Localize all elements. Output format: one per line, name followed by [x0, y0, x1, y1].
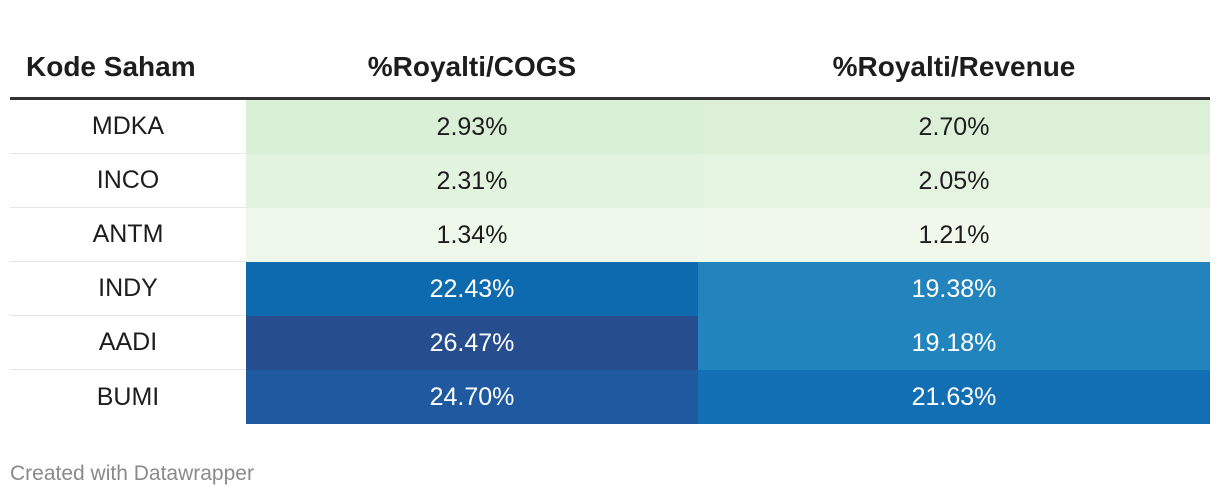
table-row: ANTM 1.34% 1.21% — [10, 208, 1210, 262]
cell-kode-saham: ANTM — [10, 208, 246, 262]
header-kode-saham: Kode Saham — [26, 50, 196, 82]
table-body: MDKA 2.93% 2.70% INCO 2.31% 2.05% ANTM 1.34% 1.2… — [10, 100, 1210, 424]
cell-royalti-cogs: 2.93% — [246, 100, 698, 154]
cell-royalti-revenue: 1.21% — [698, 208, 1210, 262]
cell-kode-saham: AADI — [10, 316, 246, 370]
table-row: AADI 26.47% 19.18% — [10, 316, 1210, 370]
cell-royalti-revenue: 2.05% — [698, 154, 1210, 208]
table-header: Kode Saham %Royalti/COGS %Royalti/Revenu… — [10, 36, 1210, 100]
cell-kode-saham: INDY — [10, 262, 246, 316]
cell-royalti-cogs: 24.70% — [246, 370, 698, 424]
header-royalti-revenue: %Royalti/Revenue — [832, 50, 1076, 82]
table-row: MDKA 2.93% 2.70% — [10, 100, 1210, 154]
cell-royalti-cogs: 22.43% — [246, 262, 698, 316]
table-row: INDY 22.43% 19.38% — [10, 262, 1210, 316]
cell-kode-saham: BUMI — [96, 382, 160, 411]
cell-royalti-revenue: 2.70% — [698, 100, 1210, 154]
table-row: BUMI 24.70% 21.63% — [10, 370, 1210, 424]
cell-royalti-revenue: 21.63% — [698, 370, 1210, 424]
datawrapper-credit: Created with Datawrapper — [10, 462, 254, 485]
cell-royalti-revenue: 19.18% — [698, 316, 1210, 370]
data-table: Kode Saham %Royalti/COGS %Royalti/Revenu… — [10, 36, 1210, 424]
cell-kode-saham: MDKA — [10, 100, 246, 154]
cell-royalti-revenue: 19.38% — [698, 262, 1210, 316]
cell-royalti-cogs: 1.34% — [246, 208, 698, 262]
cell-kode-saham: INCO — [10, 154, 246, 208]
cell-royalti-cogs: 26.47% — [246, 316, 698, 370]
cell-royalti-cogs: 2.31% — [246, 154, 698, 208]
header-royalti-cogs: %Royalti/COGS — [367, 50, 577, 82]
table-row: INCO 2.31% 2.05% — [10, 154, 1210, 208]
